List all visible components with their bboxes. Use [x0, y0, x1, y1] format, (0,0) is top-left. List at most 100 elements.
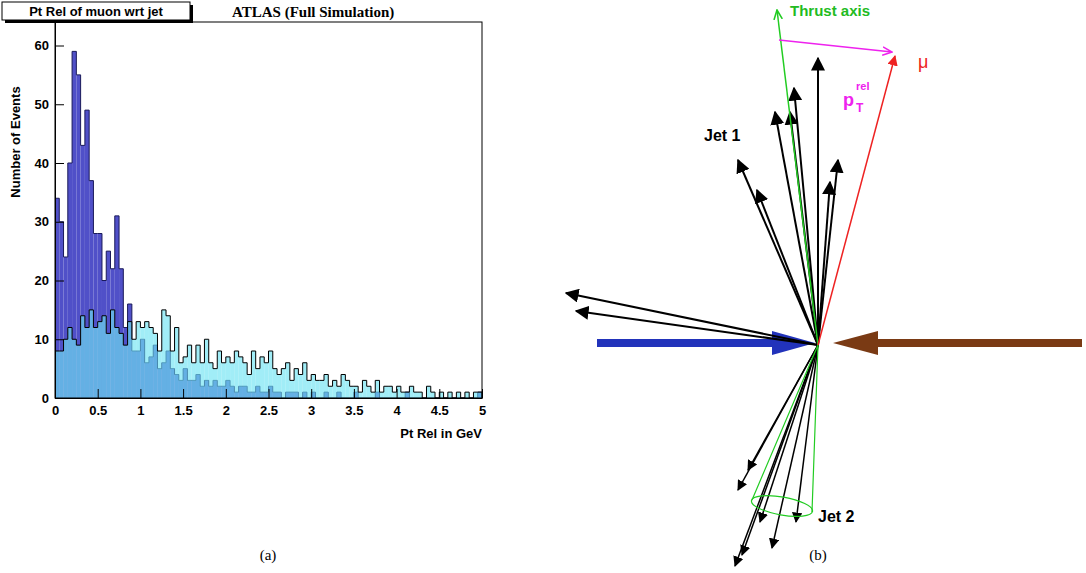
- histogram-bar: [426, 386, 430, 398]
- histogram-bar: [230, 363, 234, 398]
- particle-arrow: [775, 112, 818, 345]
- histogram-bar: [166, 316, 170, 398]
- tick: 0: [42, 391, 64, 406]
- axis-line: [55, 23, 56, 399]
- tick: 10: [35, 332, 64, 347]
- histogram-bar: [153, 333, 157, 398]
- tick-label: 4: [393, 403, 401, 418]
- histogram-bar: [384, 386, 388, 398]
- histogram-bar: [473, 392, 477, 398]
- tick-mark: [55, 104, 64, 105]
- particle-arrow: [735, 345, 818, 566]
- histogram-outline: [170, 316, 174, 351]
- histogram-bar: [226, 357, 230, 398]
- histogram-outline: [76, 339, 80, 345]
- beam-arrow-right: [833, 331, 1082, 355]
- tick-mark: [397, 389, 398, 398]
- tick-mark: [269, 389, 270, 398]
- histogram-outline: [307, 363, 311, 381]
- tick-label: 60: [35, 38, 49, 53]
- tick-label: 40: [35, 156, 49, 171]
- histogram-outline: [162, 310, 166, 351]
- histogram-bar: [273, 369, 277, 398]
- histogram-outline: [98, 233, 102, 234]
- histogram-outline: [93, 310, 97, 328]
- histogram-bar: [123, 328, 127, 399]
- histogram-bar: [111, 269, 115, 398]
- histogram-bar: [409, 386, 413, 398]
- label: p: [843, 90, 854, 110]
- histogram-bar: [281, 369, 285, 398]
- histogram-outline: [98, 322, 102, 328]
- histogram-outline: [145, 322, 149, 328]
- histogram-outline: [367, 380, 371, 386]
- panel-label: (b): [809, 547, 827, 564]
- histogram-bar: [89, 181, 93, 398]
- tick-label: 0: [52, 403, 59, 418]
- histogram-outline: [281, 369, 285, 375]
- tick-mark: [55, 222, 64, 223]
- histogram-bar: [98, 322, 102, 398]
- histogram-outline: [140, 322, 144, 328]
- histogram-bar: [307, 380, 311, 398]
- tick: 3: [308, 389, 315, 418]
- histogram-bar: [119, 333, 123, 398]
- histogram-bar: [405, 392, 409, 398]
- histogram-outline: [209, 339, 213, 363]
- title-box: [2, 2, 190, 20]
- histogram-outline: [273, 351, 277, 369]
- histogram-outline: [315, 375, 319, 381]
- histogram-bar: [243, 363, 247, 398]
- particle-arrow: [566, 293, 818, 345]
- series-0: [55, 51, 482, 398]
- histogram-outline: [422, 392, 426, 398]
- histogram-bar: [140, 328, 144, 399]
- histogram-outline: [286, 363, 290, 369]
- histogram-bar: [345, 380, 349, 398]
- histogram-bar: [251, 351, 255, 398]
- chart-title: Pt Rel of muon wrt jet: [29, 4, 163, 19]
- histogram-outline: [115, 310, 119, 328]
- ptrel-arrow: [779, 40, 892, 52]
- histogram-outline: [234, 351, 238, 363]
- histogram-bar: [106, 333, 110, 398]
- histogram-bar: [187, 345, 191, 398]
- histogram-bar: [247, 375, 251, 399]
- tick-mark: [354, 389, 355, 398]
- panel-b: Thrust axisJet 1Jet 2μpTrel: [566, 2, 1082, 566]
- histogram-bar: [81, 145, 85, 398]
- histogram-bar: [239, 357, 243, 398]
- histogram-bar: [392, 392, 396, 398]
- tick: 4: [393, 389, 401, 418]
- label: Thrust axis: [790, 2, 870, 19]
- tick: 0.5: [89, 389, 107, 418]
- jet-cone: [752, 345, 818, 512]
- histogram-outline: [111, 251, 115, 269]
- histogram-bar: [260, 357, 264, 398]
- figure: 00.511.522.533.544.550102030405060Pt Rel…: [0, 0, 1086, 573]
- muon-arrow: [818, 56, 895, 345]
- histogram-bar: [128, 304, 132, 398]
- histogram-bar: [380, 392, 384, 398]
- tick: 1: [137, 389, 144, 418]
- histogram-bar: [149, 328, 153, 399]
- histogram-bar: [204, 339, 208, 398]
- histogram-outline: [469, 392, 473, 398]
- histogram-outline: [380, 380, 384, 392]
- histogram-outline: [102, 316, 106, 322]
- histogram-bar: [183, 357, 187, 398]
- histogram-outline: [431, 386, 435, 392]
- tick-label: 3: [308, 403, 315, 418]
- histogram-outline: [204, 339, 208, 363]
- histogram-bar: [333, 380, 337, 398]
- tick-label: 0.5: [89, 403, 107, 418]
- panel-a: 00.511.522.533.544.550102030405060Pt Rel…: [2, 2, 486, 441]
- histogram-outline: [149, 322, 153, 328]
- histogram-outline: [153, 328, 157, 334]
- histogram-bar: [136, 322, 140, 398]
- histogram-bar: [102, 281, 106, 399]
- panel-label: (a): [260, 547, 277, 564]
- histogram-bar: [328, 386, 332, 398]
- histogram-outline: [93, 181, 97, 234]
- histogram-outline: [358, 392, 362, 398]
